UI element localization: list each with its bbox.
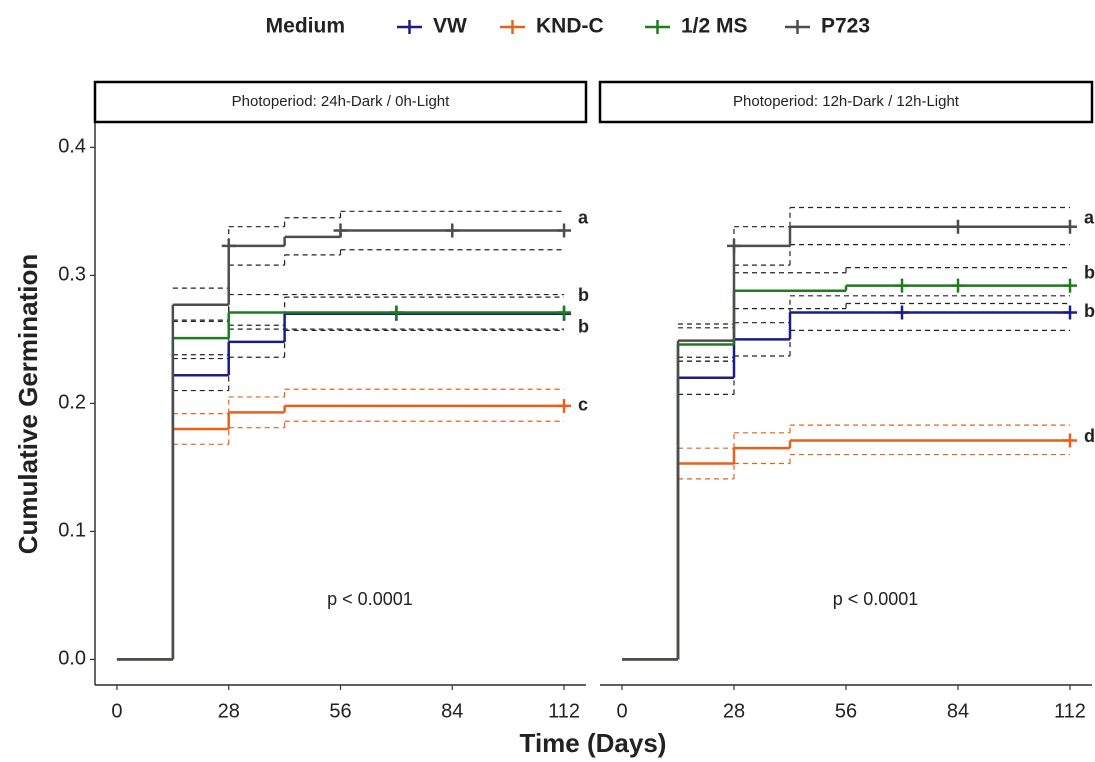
x-tick-label: 0 <box>616 700 627 722</box>
censor-mark <box>445 223 460 238</box>
censor-mark <box>557 305 572 320</box>
censor-mark <box>557 223 572 238</box>
x-tick-label: 112 <box>1054 700 1086 722</box>
legend-label: P723 <box>821 15 870 38</box>
censor-mark <box>895 278 909 293</box>
p-value: p < 0.0001 <box>327 589 413 609</box>
group-letter: a <box>578 207 589 227</box>
censor-mark <box>1063 305 1077 320</box>
facet-title: Photoperiod: 12h-Dark / 12h-Light <box>733 93 960 110</box>
y-tick-label: 0.2 <box>58 392 86 414</box>
censor-mark <box>1063 219 1077 234</box>
censor-mark <box>1063 278 1077 293</box>
censor-mark <box>333 223 348 238</box>
x-tick-label: 112 <box>548 700 580 722</box>
group-letter: b <box>578 316 589 336</box>
censor-mark <box>951 278 965 293</box>
legend-label: VW <box>433 15 467 38</box>
group-letter: b <box>578 285 589 305</box>
censor-mark <box>389 305 404 320</box>
y-axis-title: Cumulative Germination <box>13 254 43 555</box>
facet-strip <box>598 80 1094 124</box>
legend-label: 1/2 MS <box>681 15 748 38</box>
p-value: p < 0.0001 <box>833 589 919 609</box>
y-tick-label: 0.4 <box>58 136 86 158</box>
group-letter: c <box>578 395 588 415</box>
censor-mark <box>221 238 236 253</box>
x-tick-label: 56 <box>329 700 351 722</box>
x-tick-label: 0 <box>111 700 122 722</box>
x-tick-label: 28 <box>218 700 240 722</box>
facet-strip <box>93 80 588 124</box>
censor-mark <box>1063 433 1077 448</box>
x-tick-label: 84 <box>441 700 463 722</box>
group-letter: a <box>1084 207 1095 227</box>
censor-mark <box>895 305 909 320</box>
censor-mark <box>727 238 741 253</box>
y-tick-label: 0.0 <box>58 648 86 670</box>
censor-mark <box>557 398 572 413</box>
x-tick-label: 84 <box>947 700 969 722</box>
x-axis-title: Time (Days) <box>520 728 667 758</box>
y-tick-label: 0.3 <box>58 264 86 286</box>
legend-title: Medium <box>266 15 345 38</box>
facet-title: Photoperiod: 24h-Dark / 0h-Light <box>232 93 450 110</box>
legend-label: KND-C <box>536 15 604 38</box>
x-tick-label: 28 <box>723 700 745 722</box>
y-tick-label: 0.1 <box>58 520 86 542</box>
group-letter: d <box>1084 426 1095 446</box>
group-letter: b <box>1084 301 1095 321</box>
censor-mark <box>951 219 965 234</box>
group-letter: b <box>1084 262 1095 282</box>
x-tick-label: 56 <box>835 700 857 722</box>
